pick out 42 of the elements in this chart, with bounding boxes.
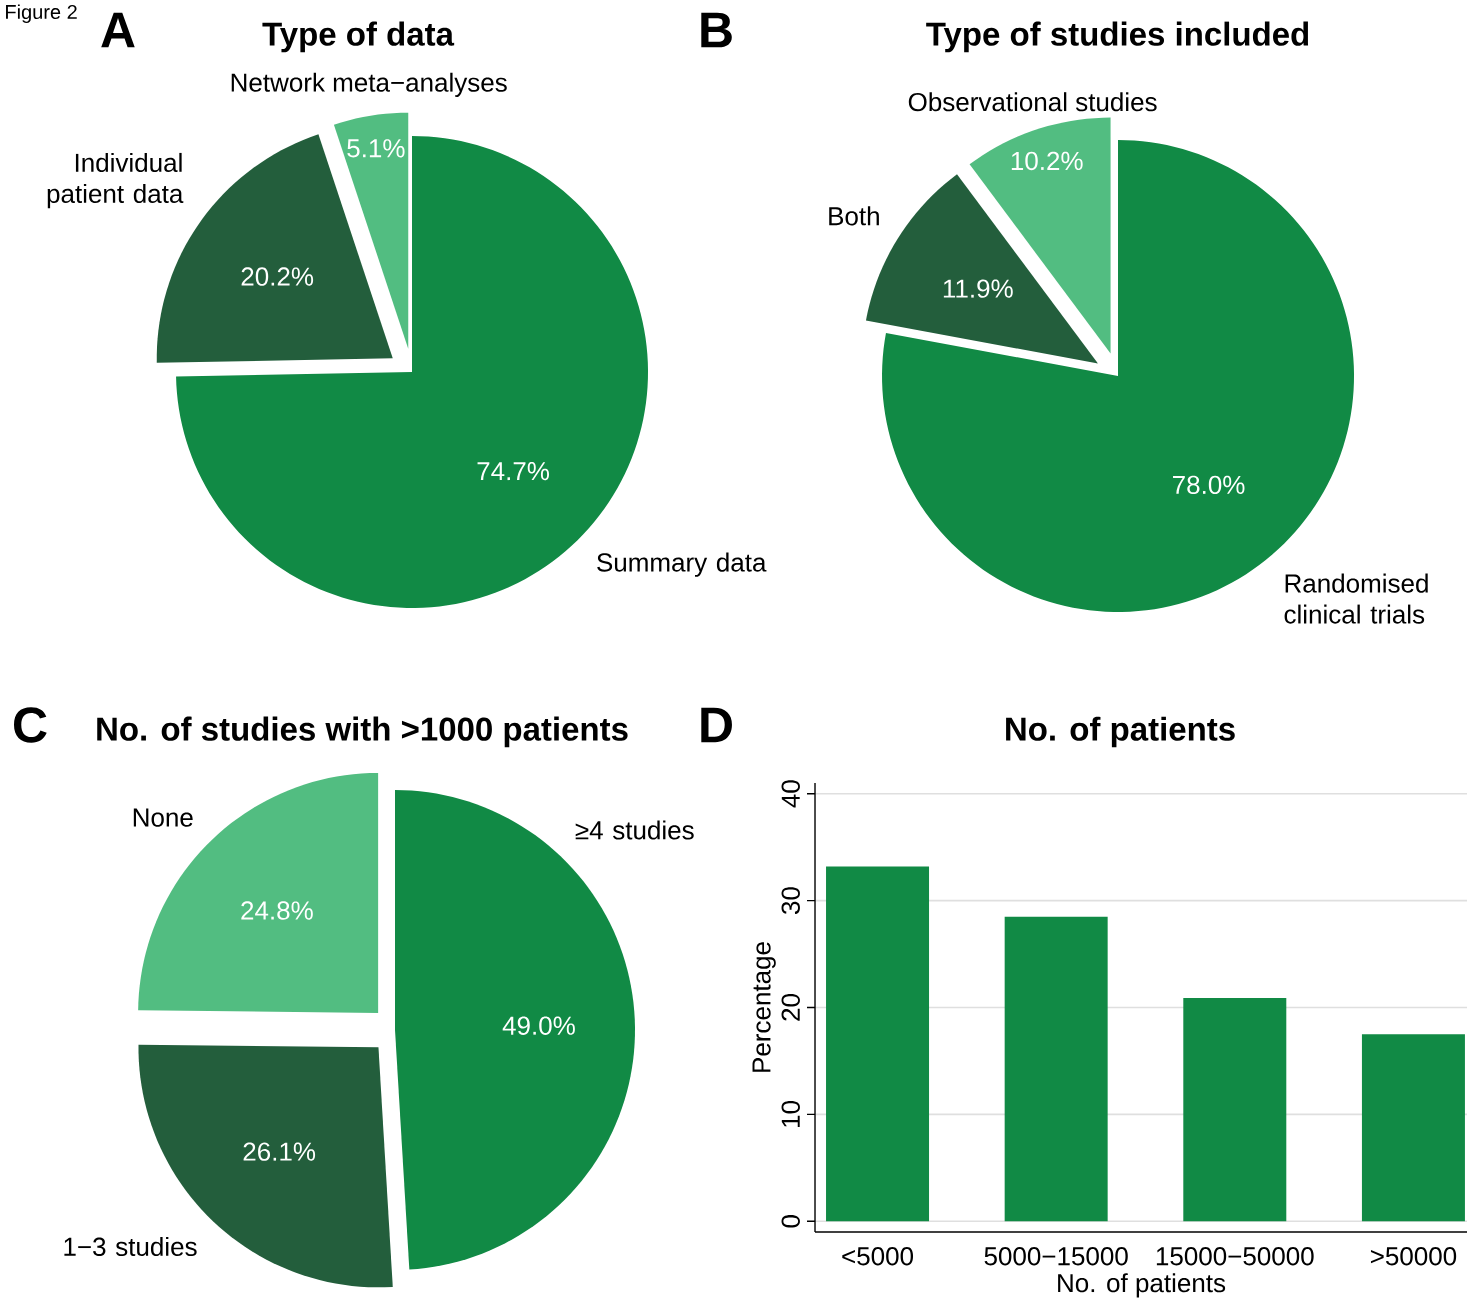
slice-label: Network meta−analyses — [231, 72, 507, 97]
data-label: 26.1% — [243, 1142, 316, 1161]
caption: Figure 2 — [6, 4, 77, 24]
chart-title: No. of studies with >1000 patients — [97, 716, 628, 748]
slice-label: Both — [829, 206, 879, 226]
data-label: 11.9% — [943, 279, 1013, 298]
data-label: 20.2% — [241, 267, 314, 286]
text: A — [101, 12, 135, 48]
x-tick-label: >50000 — [1370, 1247, 1457, 1266]
slice-label: Summary data — [597, 552, 767, 577]
data-label: 5.1% — [347, 139, 405, 158]
bar — [1361, 1034, 1465, 1222]
x-tick-label: <5000 — [842, 1247, 914, 1266]
y-tick-label: 20 — [781, 994, 800, 1021]
slice-label: ≥4 studies — [575, 820, 694, 840]
data-label: 49.0% — [502, 1016, 575, 1035]
data-label: 24.8% — [241, 901, 313, 920]
bar — [1183, 997, 1287, 1222]
slice-label: None — [133, 808, 193, 827]
chart-title: Type of studies included — [926, 21, 1309, 53]
bar — [826, 866, 930, 1222]
slice-label: 1−3 studies — [64, 1236, 197, 1256]
text: B — [701, 12, 732, 48]
text: C — [14, 707, 47, 743]
data-label: 78.0% — [1173, 475, 1245, 495]
data-label: 10.2% — [1011, 151, 1083, 171]
y-tick-label: 0 — [781, 1215, 800, 1228]
y-axis-title: Percentage — [752, 942, 776, 1072]
x-axis-title: No. of patients — [1058, 1273, 1226, 1298]
slice-label: Observational studies — [908, 92, 1157, 112]
bar — [1004, 916, 1108, 1222]
chart-title: Type of data — [262, 21, 455, 53]
chart-title: No. of patients — [1006, 716, 1235, 748]
slice-label: Randomised clinical trials — [1284, 573, 1428, 624]
y-tick-label: 10 — [781, 1100, 800, 1127]
y-tick-label: 30 — [781, 887, 800, 915]
text: D — [701, 707, 732, 743]
y-tick-label: 40 — [781, 780, 800, 808]
x-tick-label: 15000−50000 — [1156, 1247, 1314, 1266]
data-label: 74.7% — [477, 462, 550, 481]
slice-label: Individual patient data — [47, 152, 184, 209]
x-tick-label: 5000−15000 — [984, 1247, 1128, 1266]
